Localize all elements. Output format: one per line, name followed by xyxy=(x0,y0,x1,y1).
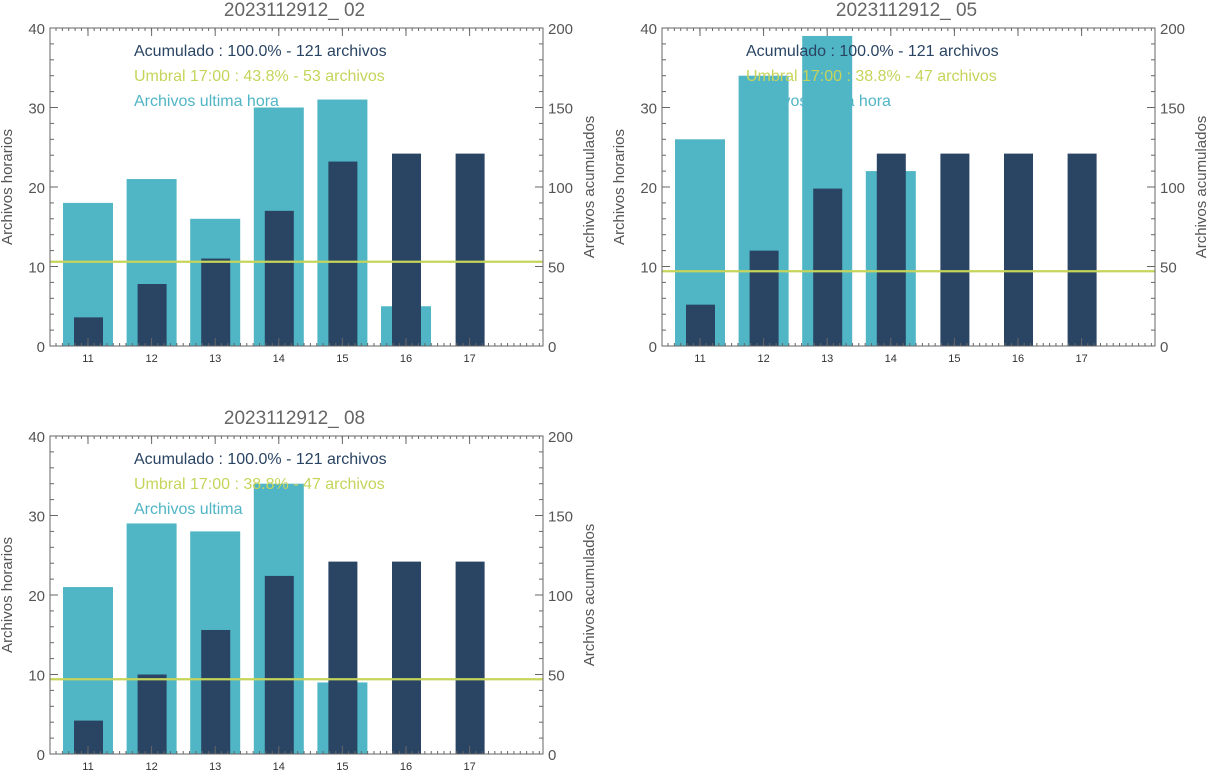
legend-entry-3: Archivos ultima hora xyxy=(746,93,891,110)
y-tick-label: 20 xyxy=(28,588,45,605)
y-tick-label: 30 xyxy=(640,101,657,118)
y-tick-label: 10 xyxy=(28,668,45,685)
accumulated-bar-16 xyxy=(1004,153,1033,346)
x-tick-label-15: 15 xyxy=(948,353,960,365)
y-tick-label: 0 xyxy=(37,339,45,356)
y2-tick-label: 100 xyxy=(548,180,573,197)
x-tick-label-15: 15 xyxy=(336,761,348,771)
y-tick-label: 20 xyxy=(28,180,45,197)
x-tick-label-11: 11 xyxy=(82,761,93,771)
legend-entry-2: Umbral 17:00 : 38.8% - 47 archivos xyxy=(746,68,997,85)
y-tick-label: 40 xyxy=(28,21,45,38)
legend-entry-3: Archivos ultima xyxy=(134,501,243,518)
x-tick-label-14: 14 xyxy=(273,761,285,771)
accumulated-bar-15 xyxy=(328,161,358,346)
y-tick-label: 0 xyxy=(649,339,657,356)
legend-entry-2: Umbral 17:00 : 43.8% - 53 archivos xyxy=(134,68,385,85)
y2-tick-label: 150 xyxy=(1160,101,1185,118)
x-tick-label-17: 17 xyxy=(1075,353,1087,365)
x-tick-label-16: 16 xyxy=(400,353,412,365)
accumulated-bar-12 xyxy=(749,250,779,346)
x-tick-label-14: 14 xyxy=(273,353,285,365)
accumulated-bar-16 xyxy=(392,153,421,346)
y-tick-label: 40 xyxy=(28,429,45,446)
y2-tick-label: 50 xyxy=(1160,260,1177,277)
x-tick-label-13: 13 xyxy=(209,761,221,771)
accumulated-bar-17 xyxy=(455,153,485,346)
legend-entry-1: Acumulado : 100.0% - 121 archivos xyxy=(134,451,387,468)
y-tick-label: 10 xyxy=(640,260,657,277)
y2-tick-label: 0 xyxy=(1160,339,1168,356)
y-axis-label: Archivos horarios xyxy=(611,129,628,245)
y2-tick-label: 50 xyxy=(548,668,565,685)
accumulated-bar-14 xyxy=(264,210,294,346)
legend-entry-2: Umbral 17:00 : 38.8% - 47 archivos xyxy=(134,476,385,493)
x-tick-label-15: 15 xyxy=(336,353,348,365)
y2-tick-label: 50 xyxy=(548,260,565,277)
x-tick-label-13: 13 xyxy=(209,353,221,365)
y2-tick-label: 100 xyxy=(548,588,573,605)
y2-axis-label: Archivos acumulados xyxy=(1193,116,1206,259)
chart-title: 2023112912_ 08 xyxy=(224,408,365,429)
y2-tick-label: 0 xyxy=(548,747,556,764)
legend-entry-3: Archivos ultima hora xyxy=(134,93,279,110)
chart-title: 2023112912_ 02 xyxy=(224,0,365,21)
accumulated-bar-12 xyxy=(137,674,167,754)
chart-panel-3: 2023112912_ 08 Acumulado : 100.0% - 121 a… xyxy=(0,408,598,771)
y2-axis-label: Archivos acumulados xyxy=(581,116,598,259)
accumulated-bar-14 xyxy=(264,575,294,754)
x-tick-label-12: 12 xyxy=(145,761,157,771)
x-tick-label-16: 16 xyxy=(400,761,412,771)
y-tick-label: 40 xyxy=(640,21,657,38)
y-tick-label: 0 xyxy=(37,747,45,764)
accumulated-bar-14 xyxy=(876,153,906,346)
y-tick-label: 10 xyxy=(28,260,45,277)
x-tick-label-12: 12 xyxy=(757,353,769,365)
y2-tick-label: 0 xyxy=(548,339,556,356)
accumulated-bar-15 xyxy=(940,153,970,346)
accumulated-bar-17 xyxy=(455,561,485,754)
y2-tick-label: 150 xyxy=(548,509,573,526)
x-tick-label-11: 11 xyxy=(82,353,93,365)
accumulated-bar-15 xyxy=(328,561,358,754)
y-axis-label: Archivos horarios xyxy=(0,537,16,653)
accumulated-bar-17 xyxy=(1067,153,1097,346)
accumulated-bar-12 xyxy=(137,283,167,346)
chart-panel-2: 2023112912_ 05 Acumulado : 100.0% - 121 a… xyxy=(611,0,1206,365)
y-tick-label: 30 xyxy=(28,509,45,526)
y2-tick-label: 150 xyxy=(548,101,573,118)
accumulated-bar-13 xyxy=(813,188,843,346)
legend-entry-1: Acumulado : 100.0% - 121 archivos xyxy=(134,43,387,60)
y2-tick-label: 200 xyxy=(1160,21,1185,38)
accumulated-bar-13 xyxy=(201,258,231,346)
y2-tick-label: 200 xyxy=(548,21,573,38)
y-tick-label: 30 xyxy=(28,101,45,118)
x-tick-label-16: 16 xyxy=(1012,353,1024,365)
chart-title: 2023112912_ 05 xyxy=(836,0,977,21)
x-tick-label-11: 11 xyxy=(694,353,705,365)
y-tick-label: 20 xyxy=(640,180,657,197)
chart-panel-1: 2023112912_ 02 Acumulado : 100.0% - 121 a… xyxy=(0,0,598,365)
x-tick-label-12: 12 xyxy=(145,353,157,365)
x-tick-label-13: 13 xyxy=(821,353,833,365)
x-tick-label-17: 17 xyxy=(463,353,475,365)
y-axis-label: Archivos horarios xyxy=(0,129,16,245)
x-tick-label-14: 14 xyxy=(885,353,897,365)
legend-entry-1: Acumulado : 100.0% - 121 archivos xyxy=(746,43,999,60)
x-tick-label-17: 17 xyxy=(463,761,475,771)
accumulated-bar-16 xyxy=(392,561,421,754)
y2-tick-label: 100 xyxy=(1160,180,1185,197)
y2-axis-label: Archivos acumulados xyxy=(581,524,598,667)
y2-tick-label: 200 xyxy=(548,429,573,446)
accumulated-bar-13 xyxy=(201,629,231,754)
